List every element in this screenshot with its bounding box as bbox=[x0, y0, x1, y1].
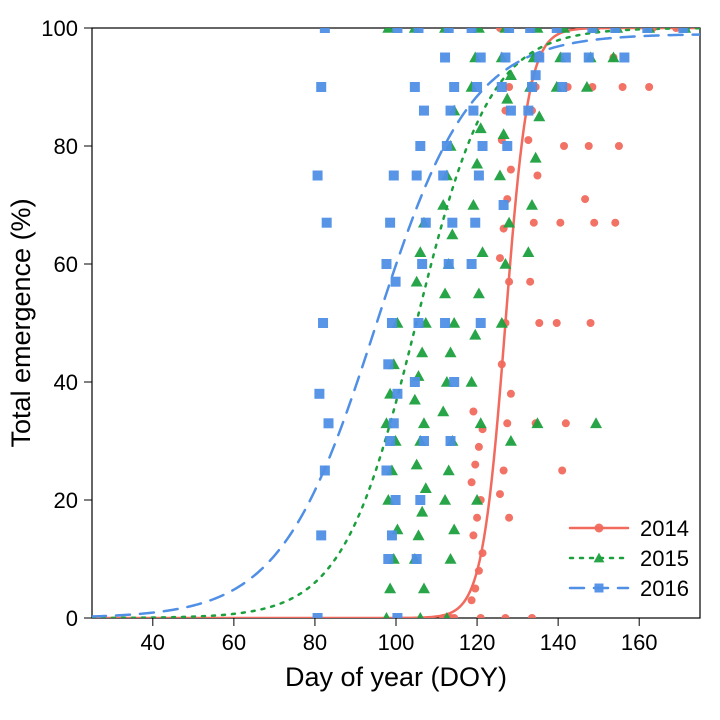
x-tick-label: 100 bbox=[378, 630, 415, 655]
legend-label: 2016 bbox=[640, 576, 689, 601]
emergence-chart: 40 60 80 100 120 140 160 0 20 40 60 80 100 Day of yea… bbox=[0, 0, 720, 720]
y-tick-label: 40 bbox=[54, 370, 78, 395]
y-axis-title: Total emergence (%) bbox=[6, 198, 36, 447]
y-tick-label: 100 bbox=[41, 16, 78, 41]
x-tick-label: 140 bbox=[540, 630, 577, 655]
chart-svg: 40 60 80 100 120 140 160 0 20 40 60 80 100 Day of yea… bbox=[0, 0, 720, 720]
y-tick-label: 80 bbox=[54, 134, 78, 159]
x-tick-label: 160 bbox=[621, 630, 658, 655]
x-tick-label: 60 bbox=[222, 630, 246, 655]
y-tick-label: 0 bbox=[66, 606, 78, 631]
legend-label: 2014 bbox=[640, 516, 689, 541]
x-tick-label: 40 bbox=[141, 630, 165, 655]
x-tick-label: 120 bbox=[459, 630, 496, 655]
x-tick-label: 80 bbox=[303, 630, 327, 655]
y-tick-label: 20 bbox=[54, 488, 78, 513]
x-axis-title: Day of year (DOY) bbox=[285, 662, 507, 692]
legend-label: 2015 bbox=[640, 546, 689, 571]
y-tick-label: 60 bbox=[54, 252, 78, 277]
